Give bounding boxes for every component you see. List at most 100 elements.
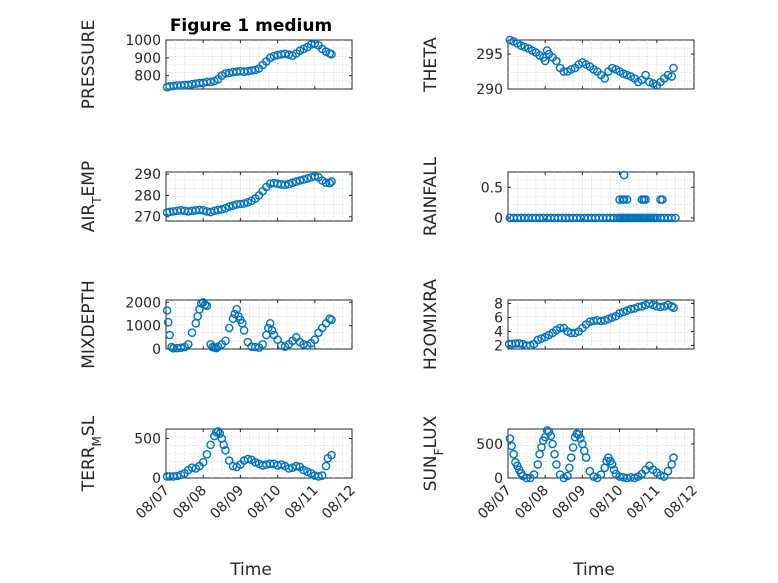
data-point [215, 429, 225, 439]
data-point [291, 177, 301, 186]
data-point [633, 302, 643, 312]
data-point [327, 177, 336, 186]
y-tick-label: 270 [134, 210, 161, 226]
data-point [658, 195, 667, 204]
data-point [310, 335, 320, 345]
data-point [247, 66, 256, 75]
data-point [563, 471, 572, 481]
data-point [533, 335, 543, 345]
data-point [206, 77, 215, 87]
data-point [641, 70, 650, 80]
data-point [321, 178, 331, 187]
data-point [604, 314, 613, 324]
data-point [327, 50, 336, 59]
y-axis-label: THETA [421, 37, 441, 93]
data-point [630, 304, 639, 313]
data-point [568, 443, 578, 452]
x-axis-label-right: Time [572, 560, 615, 580]
y-tick-label: 0 [152, 342, 161, 358]
data-point [548, 439, 557, 449]
x-tick-label: 08/07 [475, 483, 515, 523]
data-point [619, 195, 629, 204]
data-point [565, 463, 574, 473]
data-point [284, 464, 294, 473]
data-point [213, 427, 223, 436]
chart-panel-5: 0 1000 2000 MIXDEPTH [79, 280, 353, 369]
y-axis-label: H2OMIXRA [421, 279, 441, 370]
data-point [619, 170, 629, 180]
data-point [325, 178, 335, 188]
chart-panel-3: 270 280 290 AIRTEMP [79, 161, 353, 232]
data-point [630, 473, 639, 483]
data-point [172, 471, 182, 481]
data-point [221, 336, 230, 346]
data-point [239, 325, 249, 335]
data-point [163, 317, 173, 327]
data-point [299, 175, 308, 184]
data-point [206, 440, 215, 450]
data-point [273, 335, 282, 345]
data-point [162, 306, 172, 315]
data-point [507, 441, 517, 451]
data-point [195, 304, 204, 314]
x-tick-label: 08/07 [133, 483, 173, 523]
data-point [224, 202, 234, 211]
data-point [607, 63, 617, 73]
data-point [529, 470, 539, 479]
data-point [217, 204, 227, 214]
data-point [596, 316, 606, 326]
data-point [176, 343, 186, 353]
data-point [520, 42, 530, 52]
y-tick-label: 290 [134, 167, 161, 183]
data-point [198, 457, 208, 467]
data-point [537, 334, 546, 343]
data-point [295, 176, 305, 185]
data-point [581, 453, 591, 462]
figure-title: Figure 1 medium [170, 16, 332, 36]
data-point [310, 171, 320, 181]
data-point [663, 466, 673, 476]
y-tick-label: 500 [476, 437, 503, 453]
data-point [667, 213, 677, 223]
data-point [250, 342, 260, 352]
y-tick-label: 2000 [125, 295, 161, 311]
data-point [559, 67, 569, 76]
data-point [570, 328, 580, 338]
data-point [505, 35, 515, 45]
data-point [641, 195, 650, 204]
x-tick-label: 08/10 [587, 483, 627, 523]
data-point [317, 471, 327, 480]
x-tick-label: 08/11 [282, 483, 322, 523]
y-tick-label: 280 [134, 188, 161, 204]
y-tick-label: 2 [494, 339, 503, 355]
y-tick-label: 800 [134, 69, 161, 85]
y-tick-label: 1000 [125, 319, 161, 335]
data-point [609, 465, 619, 475]
data-point [607, 313, 617, 322]
y-tick-label: 900 [134, 51, 161, 67]
data-point [656, 470, 665, 480]
y-tick-label: 500 [134, 431, 161, 447]
chart-panel-2: 290 295 THETA [421, 35, 695, 98]
y-axis-label: MIXDEPTH [79, 280, 99, 369]
data-point [600, 315, 610, 325]
x-tick-label: 08/10 [245, 483, 285, 523]
data-point [566, 453, 576, 462]
data-point [552, 460, 561, 469]
data-point [288, 178, 297, 187]
y-tick-label: 295 [476, 47, 503, 63]
data-point [219, 440, 228, 450]
data-point [615, 308, 624, 318]
data-point [669, 453, 678, 462]
data-point [504, 339, 514, 349]
data-point [202, 301, 212, 311]
data-point [645, 77, 654, 87]
data-point [327, 315, 336, 325]
data-point [663, 70, 673, 80]
y-tick-label: 6 [494, 311, 503, 327]
data-point [165, 330, 174, 340]
y-tick-label: 0 [494, 471, 503, 487]
